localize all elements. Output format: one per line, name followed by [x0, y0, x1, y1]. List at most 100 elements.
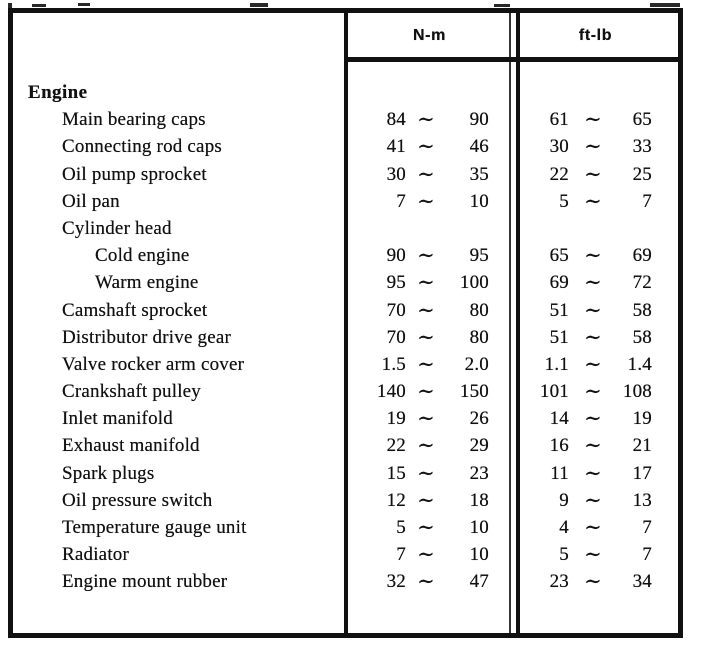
ftlb-value-cell: 23 ∼ 34 [523, 568, 678, 595]
table-row: Inlet manifold 19 ∼ 26 14 ∼ 19 [0, 405, 704, 432]
nm-max-value: 47 [469, 571, 489, 593]
row-label: Oil pump sprocket [62, 163, 207, 185]
row-label-cell: Valve rocker arm cover [0, 351, 350, 378]
nm-min-value: 22 [386, 435, 406, 457]
column-gap [509, 378, 523, 405]
nm-range-tilde: ∼ [417, 324, 435, 349]
nm-min-value: 140 [376, 381, 406, 403]
table-row: Cold engine 90 ∼ 95 65 ∼ 69 [0, 242, 704, 269]
ftlb-max-value: 7 [642, 544, 652, 566]
nm-min-value: 7 [396, 190, 406, 212]
nm-range-tilde: ∼ [417, 351, 435, 376]
ftlb-min-value: 69 [549, 272, 569, 294]
nm-min-value: 7 [396, 544, 406, 566]
ftlb-min-value: 16 [549, 435, 569, 457]
nm-max-value: 26 [469, 408, 489, 430]
nm-max-value: 80 [469, 326, 489, 348]
nm-min-value: 95 [386, 272, 406, 294]
ftlb-min-value: 1.1 [544, 353, 569, 375]
row-label: Camshaft sprocket [62, 299, 208, 321]
nm-max-value: 23 [469, 462, 489, 484]
ftlb-min-value: 9 [559, 489, 569, 511]
nm-value-cell [350, 215, 509, 242]
row-label-cell: Camshaft sprocket [0, 297, 350, 324]
row-label-cell: Warm engine [0, 269, 350, 296]
ftlb-min-value: 5 [559, 190, 569, 212]
nm-max-value [446, 79, 509, 106]
row-label: Main bearing caps [62, 109, 206, 131]
nm-min-value: 15 [386, 462, 406, 484]
scan-artifact [8, 3, 12, 9]
nm-value-cell: 30 ∼ 35 [350, 161, 509, 188]
table-row: Engine mount rubber 32 ∼ 47 23 ∼ 34 [0, 568, 704, 595]
nm-range-tilde: ∼ [417, 569, 435, 594]
table-row: Distributor drive gear 70 ∼ 80 51 ∼ 58 [0, 324, 704, 351]
column-gap [509, 541, 523, 568]
row-label: Oil pan [62, 190, 120, 212]
row-label-cell: Distributor drive gear [0, 324, 350, 351]
column-gap [509, 79, 523, 106]
table-row: Cylinder head [0, 215, 704, 242]
table-row: Radiator 7 ∼ 10 5 ∼ 7 [0, 541, 704, 568]
row-label: Cylinder head [62, 217, 172, 239]
nm-max-value: 29 [469, 435, 489, 457]
nm-value-cell: 5 ∼ 10 [350, 514, 509, 541]
scan-artifact [78, 3, 90, 6]
ftlb-range-tilde: ∼ [584, 406, 602, 431]
nm-range-tilde: ∼ [417, 107, 435, 132]
ftlb-min-value: 51 [549, 326, 569, 348]
nm-range-tilde: ∼ [417, 515, 435, 539]
column-divider-nm-ftlb [516, 8, 520, 638]
table-row: Oil pressure switch 12 ∼ 18 9 ∼ 13 [0, 487, 704, 514]
row-label-cell: Crankshaft pulley [0, 378, 350, 405]
ftlb-max-value [617, 79, 678, 106]
column-header-nm: N-m [413, 27, 446, 44]
nm-range-tilde: ∼ [417, 433, 435, 458]
row-label: Temperature gauge unit [62, 517, 247, 538]
row-label: Oil pressure switch [62, 489, 213, 511]
table-row: Connecting rod caps 41 ∼ 46 30 ∼ 33 [0, 133, 704, 160]
nm-value-cell: 70 ∼ 80 [350, 297, 509, 324]
nm-max-value: 35 [469, 163, 489, 185]
row-label-cell: Connecting rod caps [0, 133, 350, 160]
row-label: Crankshaft pulley [62, 381, 202, 403]
ftlb-value-cell: 69 ∼ 72 [523, 269, 678, 296]
column-gap [509, 432, 523, 459]
ftlb-value-cell: 14 ∼ 19 [523, 405, 678, 432]
nm-range-tilde: ∼ [417, 297, 435, 322]
ftlb-max-value: 21 [632, 435, 652, 457]
nm-value-cell: 140 ∼ 150 [350, 378, 509, 405]
ftlb-max-value: 17 [632, 462, 652, 484]
table-row: Warm engine 95 ∼ 100 69 ∼ 72 [0, 269, 704, 296]
row-label-cell: Oil pump sprocket [0, 161, 350, 188]
ftlb-range-tilde: ∼ [584, 107, 602, 132]
ftlb-min-value [523, 79, 569, 106]
ftlb-range-tilde: ∼ [584, 243, 602, 268]
nm-min-value: 70 [386, 326, 406, 348]
ftlb-range-tilde: ∼ [584, 324, 602, 349]
ftlb-value-cell: 1.1 ∼ 1.4 [523, 351, 678, 378]
ftlb-max-value: 58 [632, 299, 652, 321]
column-gap [509, 242, 523, 269]
nm-min-value: 70 [386, 299, 406, 321]
row-label: Engine [28, 82, 88, 103]
nm-max-value: 80 [469, 299, 489, 321]
nm-value-cell: 12 ∼ 18 [350, 487, 509, 514]
ftlb-min-value: 101 [539, 381, 569, 403]
ftlb-value-cell: 51 ∼ 58 [523, 324, 678, 351]
ftlb-max-value: 1.4 [627, 353, 652, 375]
row-label-cell: Radiator [0, 541, 350, 568]
nm-value-cell: 84 ∼ 90 [350, 106, 509, 133]
ftlb-range-tilde: ∼ [584, 569, 602, 594]
ftlb-value-cell: 4 ∼ 7 [523, 514, 678, 541]
row-label: Exhaust manifold [62, 435, 200, 457]
nm-value-cell: 1.5 ∼ 2.0 [350, 351, 509, 378]
table-row: Crankshaft pulley 140 ∼ 150 101 ∼ 108 [0, 378, 704, 405]
ftlb-min-value: 22 [549, 163, 569, 185]
row-label-cell: Temperature gauge unit [0, 514, 350, 541]
row-label-cell: Oil pan [0, 188, 350, 215]
row-label-cell: Exhaust manifold [0, 432, 350, 459]
column-gap [509, 269, 523, 296]
row-label-cell: Inlet manifold [0, 405, 350, 432]
nm-min-value: 32 [386, 571, 406, 593]
